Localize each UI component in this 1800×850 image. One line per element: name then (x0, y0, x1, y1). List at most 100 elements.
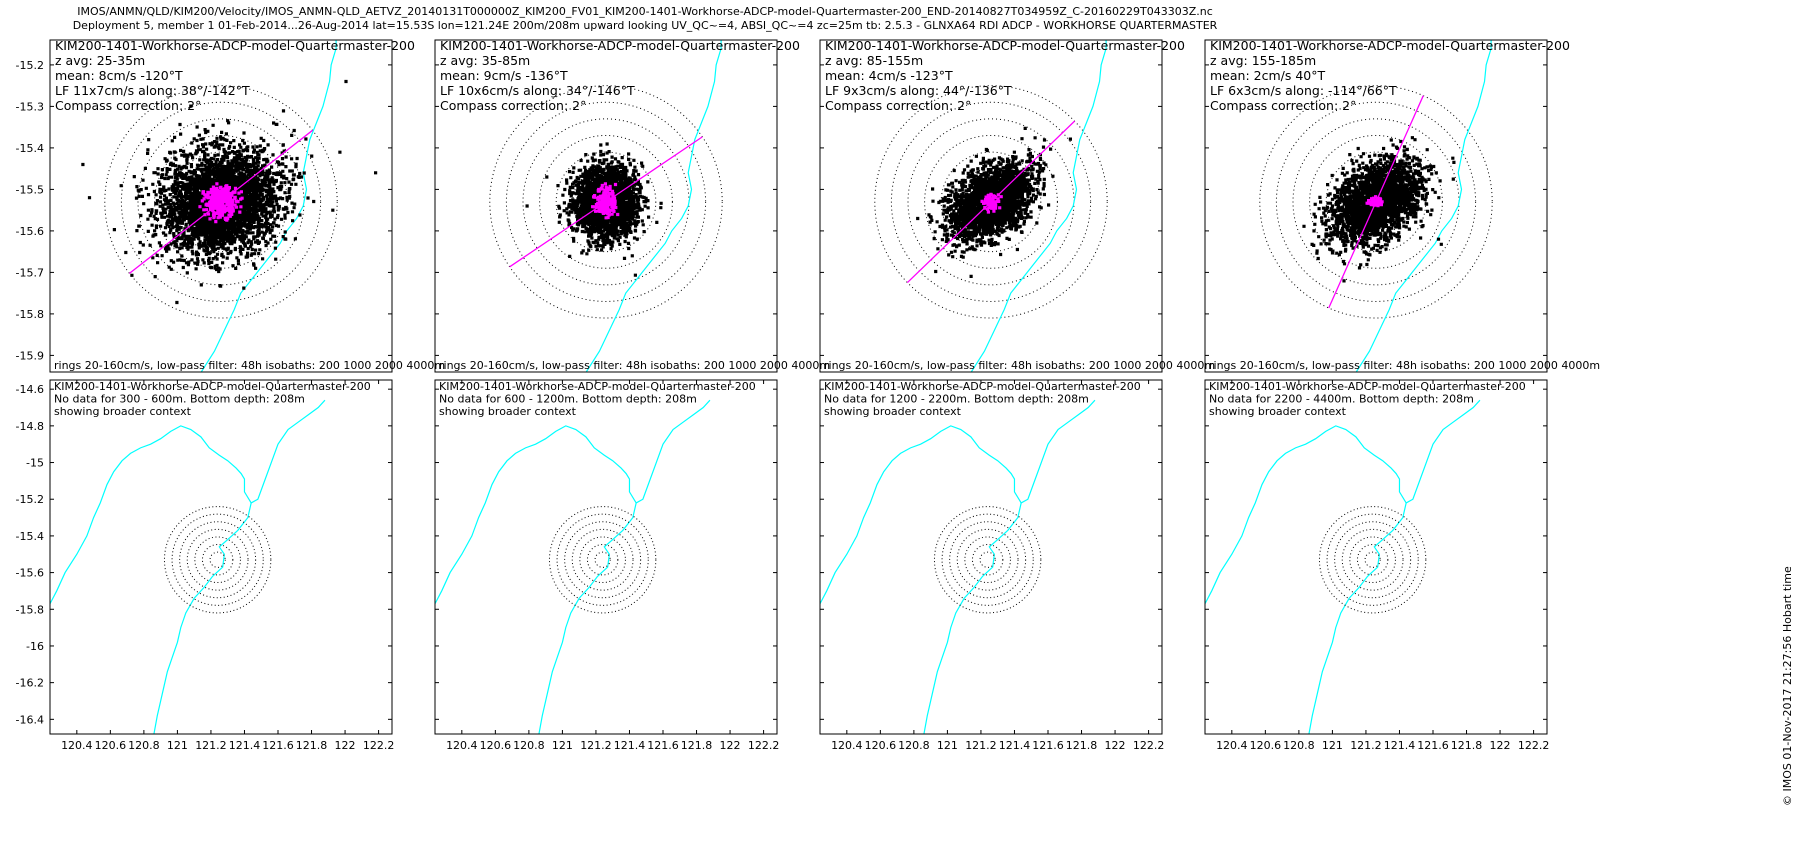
panel-footer-note: rings 20-160cm/s, low-pass filter: 48h i… (1209, 359, 1600, 372)
copyright-note: © IMOS 01-Nov-2017 21:27:56 Hobart time (1781, 566, 1794, 806)
bottom-panel-no-data: No data for 600 - 1200m. Bottom depth: 2… (439, 393, 697, 406)
coastline (1355, 40, 1492, 372)
y-tick-label: -15.3 (16, 100, 44, 113)
bottom-plot-area-3 (820, 399, 1096, 734)
x-tick-label: 122.2 (748, 739, 780, 752)
x-tick-label: 121.8 (1066, 739, 1098, 752)
range-ring (539, 134, 673, 269)
y-tick-label: -16.4 (16, 713, 44, 726)
panel-z-avg: z avg: 35-85m (440, 53, 530, 68)
top-plot-area-3 (874, 40, 1108, 372)
x-tick-label: 120.4 (831, 739, 863, 752)
range-ring (956, 528, 1019, 591)
x-tick-label: 122 (1105, 739, 1126, 752)
coastline (200, 40, 337, 372)
panel-footer-note: rings 20-160cm/s, low-pass filter: 48h i… (439, 359, 830, 372)
bottom-panel-context-label: showing broader context (824, 405, 962, 418)
panel-z-avg: z avg: 155-185m (1210, 53, 1316, 68)
coastline (585, 40, 722, 372)
bottom-panel-context-label: showing broader context (1209, 405, 1347, 418)
panel-instrument-name: KIM200-1401-Workhorse-ADCP-model-Quarter… (440, 38, 800, 53)
panel-compass-correction: Compass correction: 2° (440, 98, 586, 113)
coastline (538, 502, 637, 734)
panel-compass-correction: Compass correction: 2° (825, 98, 971, 113)
x-tick-label: 122.2 (1133, 739, 1165, 752)
figure-title-line1: IMOS/ANMN/QLD/KIM200/Velocity/IMOS_ANMN-… (77, 5, 1213, 18)
x-tick-label: 120.4 (446, 739, 478, 752)
range-ring (1334, 521, 1412, 599)
panel-instrument-name: KIM200-1401-Workhorse-ADCP-model-Quarter… (55, 38, 415, 53)
bottom-panel-instrument-name: KIM200-1401-Workhorse-ADCP-model-Quarter… (439, 380, 756, 393)
x-tick-label: 121 (1322, 739, 1343, 752)
top-axes-frame (819, 39, 1163, 373)
range-ring (1259, 85, 1493, 319)
bottom-panel-context-label: showing broader context (54, 405, 192, 418)
range-ring (163, 506, 272, 614)
panel-instrument-name: KIM200-1401-Workhorse-ADCP-model-Quarter… (825, 38, 1185, 53)
y-tick-label: -15.4 (16, 142, 44, 155)
x-tick-label: 121 (937, 739, 958, 752)
x-tick-label: 120.4 (61, 739, 93, 752)
x-tick-label: 121.6 (1417, 739, 1449, 752)
panel-lowpass-stats: LF 6x3cm/s along: -114°/66°T (1210, 83, 1397, 98)
range-ring (924, 134, 1058, 269)
range-ring (489, 85, 723, 319)
range-ring (964, 536, 1011, 584)
coastline (50, 399, 326, 605)
y-tick-label: -16 (26, 640, 44, 653)
x-tick-label: 121.8 (681, 739, 713, 752)
bottom-panel-context-label: showing broader context (439, 405, 577, 418)
panel-lowpass-stats: LF 10x6cm/s along: 34°/-146°T (440, 83, 635, 98)
panel-instrument-name: KIM200-1401-Workhorse-ADCP-model-Quarter… (1210, 38, 1570, 53)
y-tick-label: -15.2 (16, 59, 44, 72)
panel-compass-correction: Compass correction: 2° (55, 98, 201, 113)
x-tick-label: 121.8 (1451, 739, 1483, 752)
y-tick-label: -15.6 (16, 567, 44, 580)
top-axes-frame (1204, 39, 1548, 373)
y-tick-label: -15 (26, 457, 44, 470)
range-ring (594, 551, 611, 568)
y-tick-label: -15.7 (16, 266, 44, 279)
bottom-panel-instrument-name: KIM200-1401-Workhorse-ADCP-model-Quarter… (54, 380, 371, 393)
x-tick-label: 122 (335, 739, 356, 752)
y-tick-label: -15.4 (16, 530, 44, 543)
panel-footer-note: rings 20-160cm/s, low-pass filter: 48h i… (54, 359, 445, 372)
range-ring (1309, 134, 1443, 269)
panel-mean: mean: 9cm/s -136°T (440, 68, 568, 83)
bottom-panel-no-data: No data for 2200 - 4400m. Bottom depth: … (1209, 393, 1474, 406)
range-ring (120, 101, 322, 302)
velocity-scatter (1302, 136, 1456, 283)
range-ring (949, 521, 1027, 599)
x-tick-label: 122.2 (1518, 739, 1550, 752)
lowpass-scatter (591, 182, 620, 220)
top-plot-area-1 (81, 40, 378, 372)
x-tick-label: 122.2 (363, 739, 395, 752)
bottom-panel-1: -14.6 -14.8 -15 -15.2 -15.4 -15.6 -15.8 -16 -16.… (16, 379, 395, 752)
coastline (153, 502, 252, 734)
x-tick-label: 121.4 (614, 739, 646, 752)
bottom-panel-2: 120.4 120.6 120.8 121 121.2 121.4 121.6 121.8 12… (434, 379, 780, 752)
bottom-panel-instrument-name: KIM200-1401-Workhorse-ADCP-model-Quarter… (824, 380, 1141, 393)
panel-compass-correction: Compass correction: 2° (1210, 98, 1356, 113)
bottom-panel-3: 120.4 120.6 120.8 121 121.2 121.4 121.6 121.8 12… (819, 379, 1165, 752)
range-ring (179, 521, 257, 599)
y-tick-label: -15.5 (16, 183, 44, 196)
range-ring (556, 513, 649, 606)
range-ring (505, 101, 707, 302)
range-ring (1349, 536, 1396, 584)
y-tick-label: -15.8 (16, 603, 44, 616)
y-tick-label: -14.6 (16, 383, 44, 396)
bottom-panel-no-data: No data for 300 - 600m. Bottom depth: 20… (54, 393, 305, 406)
x-tick-label: 121.4 (229, 739, 261, 752)
x-tick-label: 120.8 (513, 739, 545, 752)
range-ring (933, 506, 1042, 614)
top-axes-frame (434, 39, 778, 373)
x-tick-label: 121.6 (1032, 739, 1064, 752)
x-tick-label: 122 (1490, 739, 1511, 752)
lowpass-scatter (198, 182, 244, 224)
figure-title-line2: Deployment 5, member 1 01-Feb-2014...26-… (72, 19, 1218, 32)
x-tick-label: 121.8 (296, 739, 328, 752)
top-plot-area-4 (1259, 40, 1493, 372)
range-ring (1356, 544, 1389, 576)
